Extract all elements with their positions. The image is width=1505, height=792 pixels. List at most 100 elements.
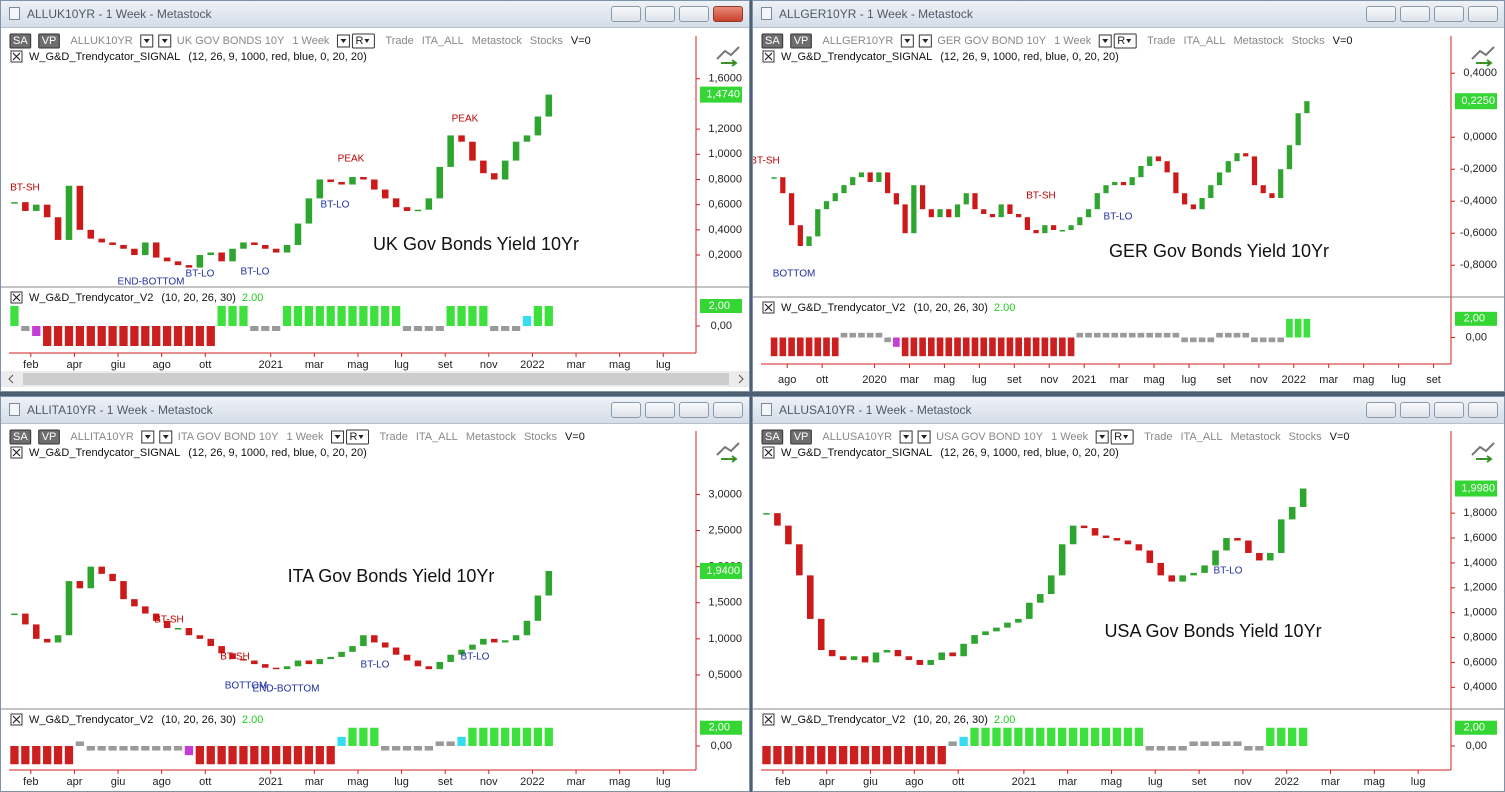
scale-button[interactable] [1110, 429, 1134, 445]
indicator-bar [32, 746, 41, 765]
scrollbar-thumb[interactable] [23, 373, 729, 385]
scroll-left[interactable] [8, 374, 14, 384]
candle [403, 654, 411, 661]
x-tick-label: mar [1058, 776, 1077, 788]
options-button[interactable] [1366, 6, 1396, 22]
x-tick-label: 2022 [1282, 374, 1306, 386]
view-button[interactable] [790, 429, 812, 445]
indicator-bar [239, 306, 248, 326]
y-tick-label: -0,2000 [1460, 163, 1497, 175]
indicator-bar [402, 326, 412, 331]
candle [1256, 552, 1263, 561]
last-value-tag [700, 562, 742, 579]
options-button[interactable] [611, 6, 641, 22]
indicator-bar [901, 337, 909, 357]
maximize-button[interactable] [1434, 6, 1464, 22]
view-button[interactable] [38, 33, 60, 49]
indicator-bar [424, 746, 433, 751]
x-tick-label: ago [778, 374, 796, 386]
mode-button[interactable] [9, 429, 32, 445]
close-button[interactable] [1468, 402, 1498, 418]
close-button[interactable] [713, 6, 743, 22]
minimize-button[interactable] [1400, 6, 1430, 22]
candle [316, 179, 324, 199]
minimize-button[interactable] [645, 402, 675, 418]
close-button[interactable] [1468, 6, 1498, 22]
indicator-bar [1156, 746, 1165, 751]
indicator-bar [1123, 727, 1133, 746]
scale-button[interactable] [351, 33, 375, 49]
candle [425, 198, 433, 210]
candle [1059, 230, 1065, 232]
indicator-bar [522, 316, 532, 326]
candle [1223, 538, 1230, 551]
maximize-button[interactable] [679, 402, 709, 418]
candle [458, 649, 465, 655]
dropdown-arrow [904, 39, 911, 43]
x-tick-label: 2022 [1274, 776, 1298, 788]
scale-button[interactable] [1113, 33, 1137, 49]
last-value-label: 1,9400 [706, 565, 740, 577]
scroll-right[interactable] [738, 374, 744, 384]
indicator-bar [926, 746, 935, 765]
title-bar: ALLITA10YR - 1 Week - Metastock [1, 397, 749, 424]
maximize-button[interactable] [679, 6, 709, 22]
dropdown-arrow [144, 435, 151, 439]
close-cross [12, 293, 21, 302]
x-tick-label: apr [66, 776, 82, 788]
minimize-button[interactable] [1400, 402, 1430, 418]
candle [1155, 156, 1162, 162]
candle [480, 638, 487, 645]
options-button[interactable] [1366, 402, 1396, 418]
options-button[interactable] [611, 402, 641, 418]
x-tick-label: mar [567, 359, 586, 371]
indicator-bar [875, 332, 883, 338]
mode-button[interactable] [9, 33, 32, 49]
candle [87, 566, 95, 589]
candle [65, 185, 73, 240]
list-text: ITA_ALL [422, 35, 464, 47]
close-button[interactable] [713, 402, 743, 418]
indicator-bar [980, 337, 988, 357]
indicator-bar [1255, 746, 1264, 751]
candle [272, 248, 280, 253]
candle [796, 544, 803, 576]
indicator-bar [479, 727, 488, 746]
indicator-bar [1036, 727, 1045, 746]
candle [1179, 575, 1186, 582]
candle [1135, 544, 1143, 551]
annotation: END-BOTTOM [252, 684, 319, 695]
view-button[interactable] [38, 429, 60, 445]
candle [1260, 185, 1266, 194]
y-tick-label: 1,4000 [1463, 557, 1497, 569]
scale-button[interactable] [346, 429, 369, 445]
candle [490, 638, 498, 643]
last-value-label: 1,4740 [706, 89, 740, 101]
candle [1286, 145, 1293, 170]
y-tick-label: 0,2000 [708, 249, 742, 261]
candle [1016, 214, 1022, 218]
mode-button[interactable] [761, 33, 784, 49]
view-button[interactable] [790, 33, 812, 49]
candle [1015, 618, 1022, 623]
mode-button[interactable] [761, 429, 784, 445]
indicator-bar [1233, 332, 1241, 338]
indicator-bar [391, 746, 401, 751]
indicator-bar [1286, 318, 1293, 338]
candle [196, 255, 204, 268]
candle [1113, 538, 1121, 541]
candle [11, 613, 18, 616]
minimize-button[interactable] [645, 6, 675, 22]
mode-label: SA [13, 35, 28, 47]
candle [1181, 193, 1188, 205]
candle [1225, 161, 1231, 173]
indicator-current: 2.00 [994, 714, 1015, 726]
indicator-bar [1006, 337, 1014, 357]
indicator-bar [206, 326, 215, 346]
candle [163, 620, 171, 629]
indicator-bar [32, 326, 41, 336]
maximize-button[interactable] [1434, 402, 1464, 418]
indicator-bar [511, 326, 521, 331]
candle [850, 177, 856, 186]
x-tick-label: nov [480, 776, 498, 788]
